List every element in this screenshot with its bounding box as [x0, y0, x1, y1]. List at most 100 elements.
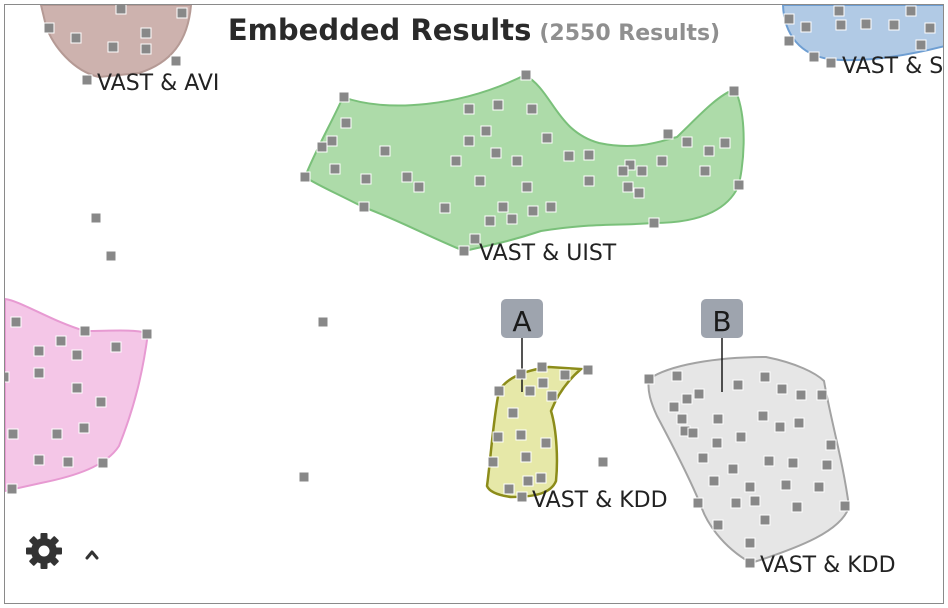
data-point[interactable] — [719, 137, 731, 149]
data-point[interactable] — [524, 385, 536, 397]
data-point[interactable] — [633, 187, 645, 199]
data-point[interactable] — [835, 19, 847, 31]
data-point[interactable] — [506, 213, 518, 225]
data-point[interactable] — [170, 55, 182, 67]
data-point[interactable] — [774, 421, 786, 433]
data-point[interactable] — [776, 383, 788, 395]
data-point[interactable] — [541, 132, 553, 144]
data-point[interactable] — [105, 250, 117, 262]
data-point[interactable] — [546, 390, 558, 402]
data-point[interactable] — [780, 479, 792, 491]
data-point[interactable] — [450, 155, 462, 167]
data-point[interactable] — [7, 428, 19, 440]
data-point[interactable] — [825, 57, 837, 69]
data-point[interactable] — [110, 341, 122, 353]
data-point[interactable] — [622, 181, 634, 193]
data-point[interactable] — [474, 175, 486, 187]
cluster-hull-vast-s[interactable] — [781, 5, 944, 62]
data-point[interactable] — [656, 155, 668, 167]
embedding-canvas[interactable]: Embedded Results (2550 Results) A B VAST … — [4, 4, 944, 604]
data-point[interactable] — [839, 500, 851, 512]
data-point[interactable] — [55, 335, 67, 347]
data-point[interactable] — [905, 5, 917, 17]
data-point[interactable] — [559, 369, 571, 381]
data-point[interactable] — [793, 417, 805, 429]
chevron-up-icon[interactable] — [85, 550, 99, 560]
data-point[interactable] — [70, 32, 82, 44]
data-point[interactable] — [735, 431, 747, 443]
data-point[interactable] — [563, 150, 575, 162]
data-point[interactable] — [520, 451, 532, 463]
data-point[interactable] — [730, 497, 742, 509]
data-point[interactable] — [97, 457, 109, 469]
data-point[interactable] — [783, 35, 795, 47]
settings-control[interactable] — [25, 531, 105, 571]
data-point[interactable] — [71, 382, 83, 394]
data-point[interactable] — [379, 145, 391, 157]
data-point[interactable] — [757, 410, 769, 422]
cluster-hull-vast-kdd-a[interactable] — [485, 365, 585, 499]
data-point[interactable] — [493, 385, 505, 397]
data-point[interactable] — [671, 370, 683, 382]
data-point[interactable] — [643, 373, 655, 385]
data-point[interactable] — [316, 141, 328, 153]
data-point[interactable] — [360, 173, 372, 185]
data-point[interactable] — [81, 74, 93, 86]
data-point[interactable] — [33, 367, 45, 379]
data-point[interactable] — [469, 233, 481, 245]
data-point[interactable] — [687, 427, 699, 439]
data-point[interactable] — [490, 147, 502, 159]
data-point[interactable] — [90, 212, 102, 224]
data-point[interactable] — [693, 388, 705, 400]
data-point[interactable] — [140, 27, 152, 39]
data-point[interactable] — [733, 179, 745, 191]
marker-b[interactable]: B — [701, 299, 743, 392]
data-point[interactable] — [783, 13, 795, 25]
data-point[interactable] — [78, 422, 90, 434]
data-point[interactable] — [62, 456, 74, 468]
data-point[interactable] — [43, 22, 55, 34]
data-point[interactable] — [727, 463, 739, 475]
data-point[interactable] — [711, 437, 723, 449]
data-point[interactable] — [522, 475, 534, 487]
data-point[interactable] — [703, 145, 715, 157]
data-point[interactable] — [507, 407, 519, 419]
data-point[interactable] — [681, 136, 693, 148]
data-point[interactable] — [487, 456, 499, 468]
data-point[interactable] — [795, 389, 807, 401]
data-point[interactable] — [791, 501, 803, 513]
data-point[interactable] — [825, 439, 837, 451]
data-point[interactable] — [537, 377, 549, 389]
marker-a[interactable]: A — [501, 299, 543, 392]
data-point[interactable] — [681, 393, 693, 405]
data-point[interactable] — [516, 491, 528, 503]
data-point[interactable] — [511, 155, 523, 167]
gear-icon[interactable] — [26, 533, 62, 569]
data-point[interactable] — [728, 85, 740, 97]
data-point[interactable] — [540, 437, 552, 449]
data-point[interactable] — [816, 389, 828, 401]
data-point[interactable] — [115, 5, 127, 15]
data-point[interactable] — [358, 201, 370, 213]
cluster-hull-vast-avi[interactable] — [39, 5, 193, 79]
data-point[interactable] — [340, 117, 352, 129]
data-point[interactable] — [888, 19, 900, 31]
data-point[interactable] — [787, 457, 799, 469]
data-point[interactable] — [526, 103, 538, 115]
data-point[interactable] — [697, 452, 709, 464]
data-point[interactable] — [732, 379, 744, 391]
data-point[interactable] — [458, 245, 470, 257]
data-point[interactable] — [821, 459, 833, 471]
data-point[interactable] — [597, 456, 609, 468]
data-point[interactable] — [33, 345, 45, 357]
data-point[interactable] — [535, 472, 547, 484]
scatter-plot[interactable]: A B VAST & AVI VAST & S VAST & UIST VAST… — [5, 5, 944, 604]
data-point[interactable] — [484, 215, 496, 227]
data-point[interactable] — [329, 163, 341, 175]
data-point[interactable] — [413, 181, 425, 193]
data-point[interactable] — [860, 18, 872, 30]
data-point[interactable] — [515, 368, 527, 380]
data-point[interactable] — [140, 43, 152, 55]
data-point[interactable] — [744, 537, 756, 549]
data-point[interactable] — [744, 481, 756, 493]
